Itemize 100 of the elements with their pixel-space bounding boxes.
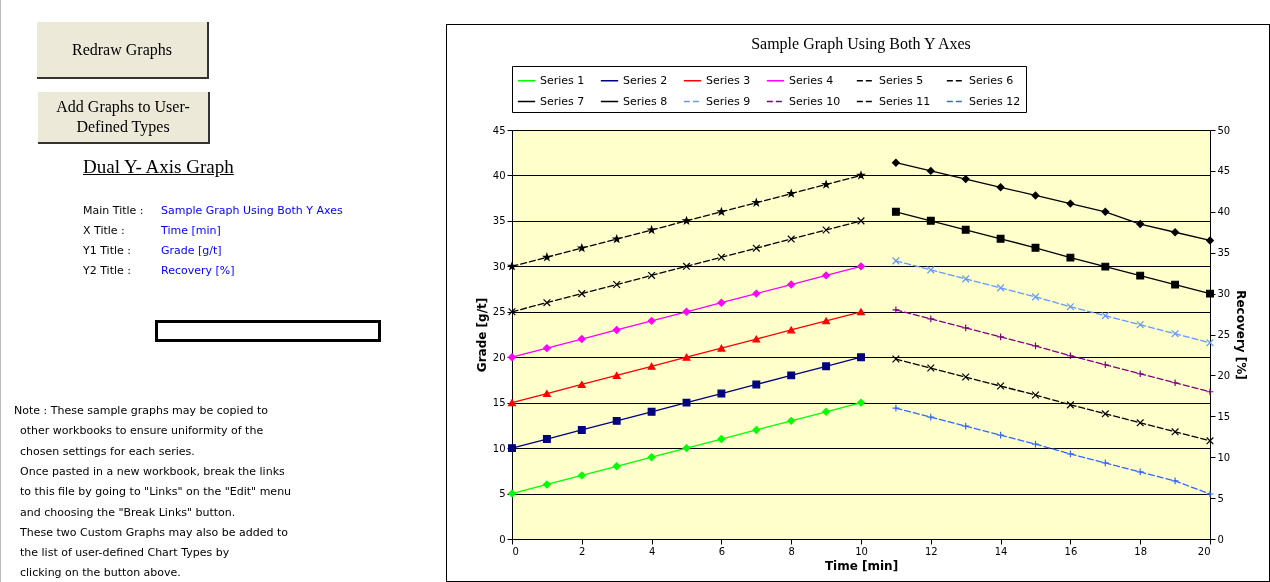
legend-label: Series 7 [540,94,585,108]
text: Grade [g/t] [161,244,222,257]
point [891,404,900,413]
point [822,271,831,280]
point [542,435,551,443]
point [717,207,726,216]
y-axis-title: Grade [g/t] [474,297,489,373]
text: Main Title : [83,204,144,217]
point [752,335,761,343]
point [612,462,621,471]
point [1136,467,1145,476]
y-tick-label: 40 [492,169,506,181]
y2-tick-label: 35 [1217,247,1231,259]
legend-label: Series 5 [879,73,924,87]
point [822,317,831,325]
x-tick-label: 0 [512,545,519,557]
point [787,280,796,289]
x-tick-label: 14 [994,545,1008,557]
point [822,362,831,371]
point [1206,436,1214,445]
point [1066,449,1075,458]
point [612,371,621,379]
point [647,226,656,234]
y2-tick-label: 45 [1217,165,1231,177]
point [1171,280,1180,289]
point [682,353,691,361]
point [542,480,551,489]
point [647,316,656,325]
point [822,226,831,234]
point [1066,253,1075,262]
point [926,216,935,225]
text: Redraw Graphs [37,22,209,79]
point [577,380,586,388]
point [1031,391,1040,399]
text: and choosing the "Break Links" button. [20,505,236,519]
y-tick-label: 10 [492,442,506,454]
point [996,333,1005,341]
text: Note : These sample graphs may be copied to [14,404,268,417]
text: Sample Graph Using Both Y Axes [161,204,343,217]
x-tick-label: 12 [924,545,938,557]
point [1101,458,1110,467]
text: other workbooks to ensure uniformity of the [20,424,264,438]
point [612,416,621,425]
point [682,307,691,316]
text: Time [min] [161,224,221,237]
point [857,398,865,407]
point [543,253,551,261]
point [996,234,1005,243]
point [1066,302,1075,311]
y-tick-label: 35 [492,215,506,227]
x-tick-label: 8 [788,545,795,557]
legend-label: Series 3 [706,73,751,87]
point [717,298,726,307]
point [961,373,970,381]
point [1031,191,1040,200]
y2-axis-title: Recovery [%] [1234,290,1249,380]
y2-tick-label: 30 [1217,288,1231,300]
point [1031,292,1040,301]
point [752,198,761,207]
point [996,283,1005,292]
x-tick-label: 2 [579,545,586,557]
point [857,171,865,179]
y-tick-label: 0 [499,533,506,545]
point [612,326,621,334]
point [752,425,761,434]
x-tick-label: 16 [1064,545,1078,557]
text: X Title : [83,224,125,237]
legend-label: Series 8 [623,94,668,108]
x-tick-label: 10 [855,545,868,557]
text: Y2 Title : [83,264,131,277]
point [1171,329,1180,338]
point [1136,418,1145,427]
x-tick-label: 4 [648,545,656,557]
point [996,183,1005,192]
text: chosen settings for each series. [20,444,195,458]
point [857,262,865,271]
point [1206,236,1214,245]
point [1136,320,1145,329]
point [961,324,970,332]
point [647,362,656,370]
legend-label: Series 6 [969,73,1014,87]
point [542,390,551,398]
point [857,216,865,225]
legend-label: Series 2 [623,73,668,87]
point [682,444,691,453]
text: Y1 Title : [83,244,131,257]
point [1031,440,1040,449]
point [577,425,586,434]
point [996,382,1005,390]
point [717,435,726,443]
point [1031,243,1040,252]
point [891,256,900,265]
point [647,407,656,416]
point [717,253,726,262]
y2-tick-label: 0 [1217,533,1224,545]
text: clicking on the button above. [20,566,181,580]
point [1031,342,1040,350]
point [1206,490,1214,498]
point [1101,311,1110,320]
point [1206,338,1214,347]
